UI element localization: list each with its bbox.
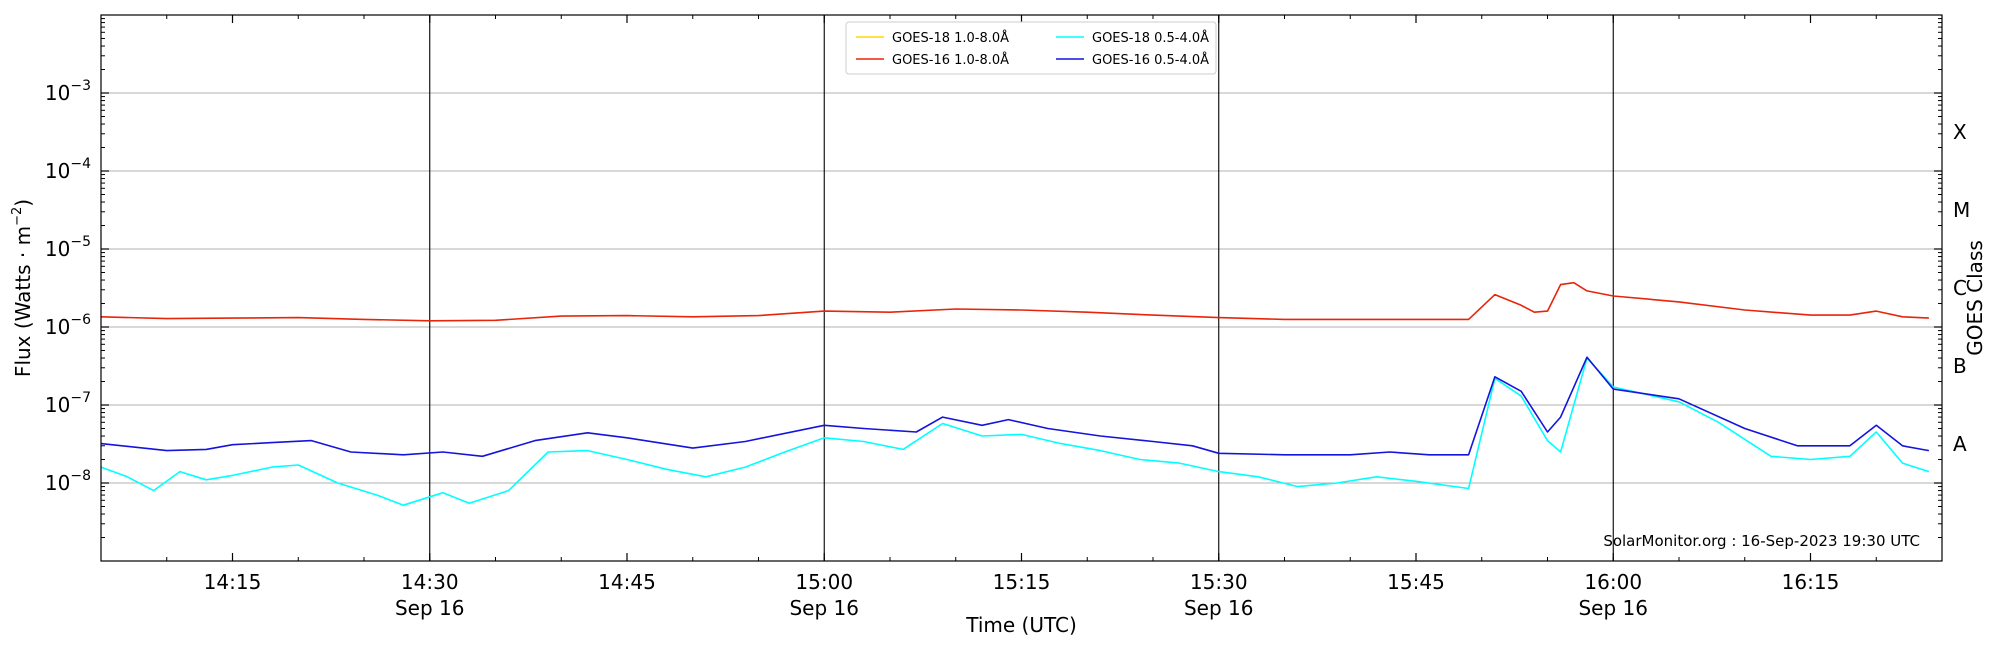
y-tick-label: 10−3 [45,78,91,105]
y-tick-exponent: −6 [70,312,91,328]
y-tick-base: 10 [45,159,70,183]
goes-class-label: B [1953,354,1967,378]
credit-text: SolarMonitor.org : 16-Sep-2023 19:30 UTC [1603,532,1920,550]
x-tick-date-label: Sep 16 [1578,596,1648,620]
legend-entry-label: GOES-18 0.5-4.0Å [1092,30,1209,46]
y-tick-exponent: −7 [70,390,91,406]
goes-class-axis-title: GOES Class [1963,240,1987,356]
y-tick-exponent: −8 [70,468,91,484]
y-tick-label: 10−8 [45,468,91,495]
day-boundary-lines [429,15,1614,561]
y-axis-title-exponent: −2 [10,207,25,226]
x-tick-date-label: Sep 16 [789,596,859,620]
x-tick-label: 15:15 [993,570,1051,594]
x-tick-date-label: Sep 16 [1184,596,1254,620]
goes-class-label: X [1953,120,1967,144]
legend-box [845,21,1217,75]
goes-class-label: C [1953,276,1967,300]
y-tick-exponent: −4 [70,156,91,172]
goes-class-label: M [1953,198,1970,222]
legend-entry-label: GOES-16 1.0-8.0Å [892,52,1009,68]
y-tick-exponent: −3 [70,78,91,94]
y-tick-exponent: −5 [70,234,91,250]
legend-entry-label: GOES-18 1.0-8.0Å [892,30,1009,46]
grid-lines [101,92,1942,484]
x-tick-label: 14:45 [598,570,656,594]
x-tick-label: 16:00 [1584,570,1642,594]
y-tick-label: 10−7 [45,390,91,417]
y-tick-base: 10 [45,393,70,417]
x-tick-label: 14:30 [401,570,459,594]
y-tick-label: 10−6 [45,312,91,339]
y-axis-title-close: ) [11,199,35,207]
x-axis-title: Time (UTC) [965,613,1077,637]
y-tick-base: 10 [45,315,70,339]
y-tick-base: 10 [45,237,70,261]
x-tick-label: 15:30 [1190,570,1248,594]
legend-entry-label: GOES-16 0.5-4.0Å [1092,52,1209,68]
goes-class-label: A [1953,432,1967,456]
y-axis-title: Flux (Watts · m−2) [10,199,35,377]
legend: GOES-18 1.0-8.0Å GOES-16 1.0-8.0Å GOES-18 … [845,21,1217,75]
axis-ticks [101,15,1942,561]
y-tick-label: 10−4 [45,156,91,183]
y-tick-base: 10 [45,471,70,495]
x-tick-label: 16:15 [1782,570,1840,594]
y-axis-title-main: Flux (Watts · m [11,226,35,377]
y-tick-label: 10−5 [45,234,91,261]
x-tick-label: 15:45 [1387,570,1445,594]
x-tick-label: 15:00 [795,570,853,594]
y-tick-base: 10 [45,81,70,105]
x-tick-label: 14:15 [204,570,262,594]
series-lines [100,281,1930,507]
plot-frame [100,14,1943,562]
x-tick-date-label: Sep 16 [395,596,465,620]
series-line [100,281,1929,322]
series-line [100,356,1930,458]
